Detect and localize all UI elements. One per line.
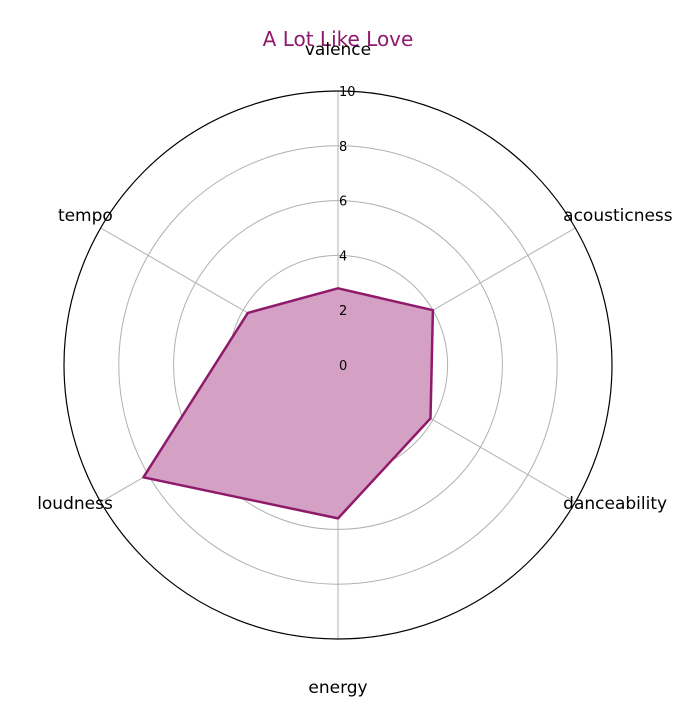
axis-label-danceability: danceability <box>563 494 667 514</box>
series-area <box>143 288 433 519</box>
outer-frame <box>63 90 613 640</box>
axis-label-tempo: tempo <box>58 206 113 226</box>
axis-label-acousticness: acousticness <box>563 206 673 226</box>
r-tick-label: 8 <box>339 140 347 155</box>
r-tick-label: 4 <box>339 249 347 264</box>
series-layer <box>142 287 435 520</box>
label-layer: 0 2 4 6 8 10 valence acousticness danceability en… <box>37 40 673 698</box>
r-tick-label: 10 <box>339 85 356 100</box>
axis-label-loudness: loudness <box>37 494 113 514</box>
axis-label-energy: energy <box>308 678 367 698</box>
axis-label-valence: valence <box>305 40 371 60</box>
r-tick-label: 6 <box>339 195 347 210</box>
r-tick-label: 2 <box>339 304 347 319</box>
r-tick-label: 0 <box>339 359 347 374</box>
chart-title: A Lot Like Love <box>263 27 414 51</box>
